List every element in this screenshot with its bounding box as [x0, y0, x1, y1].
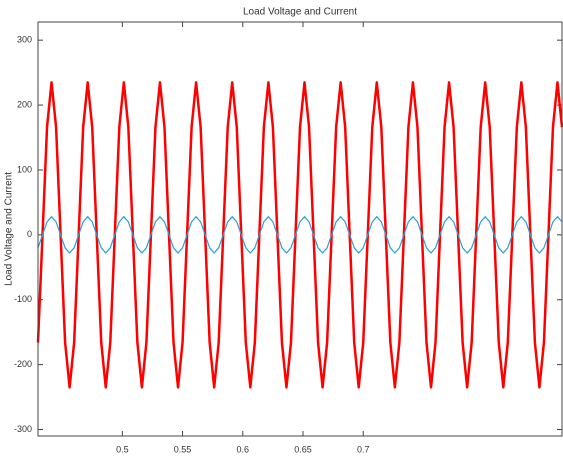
chart-title: Load Voltage and Current: [243, 7, 357, 18]
x-tick-label: 0.55: [174, 444, 192, 454]
y-tick-label: 0: [27, 229, 32, 239]
x-tick-label: 0.65: [294, 444, 312, 454]
y-tick-label: -300: [14, 424, 32, 434]
series-line: [36, 81, 563, 389]
y-tick-label: -100: [14, 294, 32, 304]
plot-frame: [37, 21, 563, 437]
y-tick-label: 200: [17, 99, 32, 109]
y-axis-label: Load Voltage and Current: [4, 172, 15, 286]
x-tick-label: 0.6: [237, 444, 250, 454]
y-tick-label: 300: [17, 35, 32, 45]
series-line: [37, 216, 563, 254]
x-tick-label: 0.7: [357, 444, 370, 454]
x-tick-label: 0.5: [116, 444, 129, 454]
y-tick-label: -200: [14, 359, 32, 369]
y-tick-label: 100: [17, 164, 32, 174]
